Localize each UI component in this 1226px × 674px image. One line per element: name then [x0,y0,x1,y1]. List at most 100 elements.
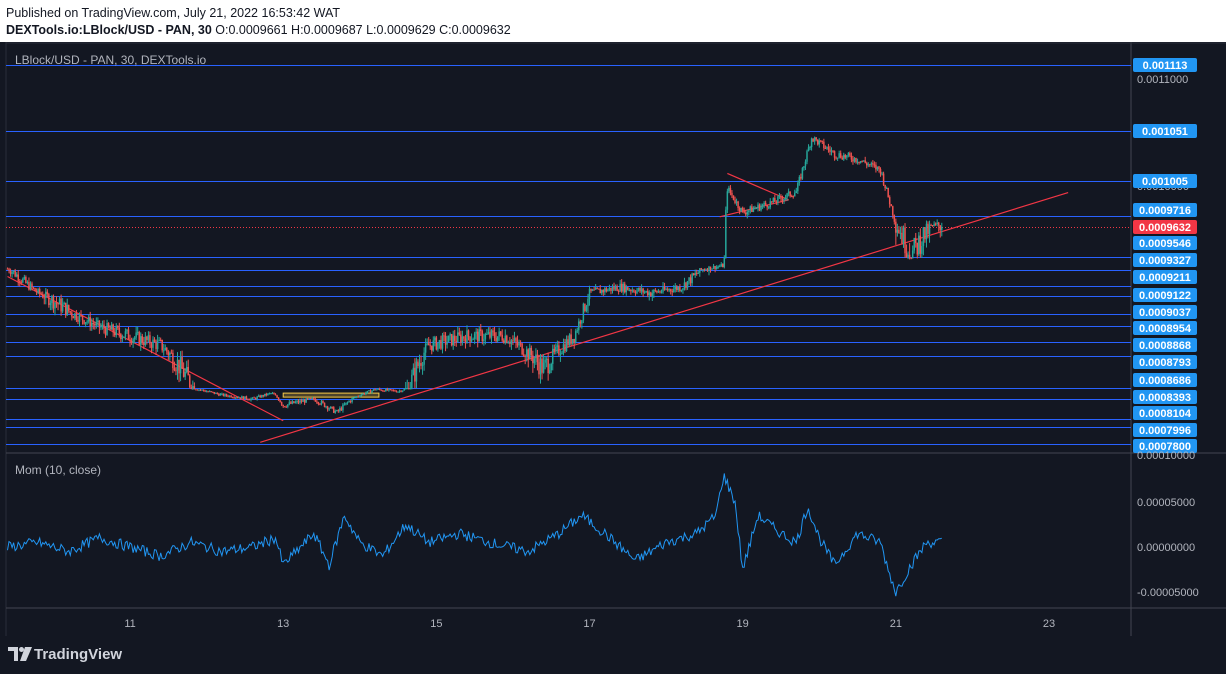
candle-body [141,336,144,343]
candle-body [12,270,15,272]
candle-body [807,147,810,152]
candle-body [930,224,932,226]
time-tick-label: 23 [1043,618,1055,630]
candle-body [925,223,928,240]
candle-body [720,264,722,267]
horizontal-levels [6,65,1131,445]
candle-body [654,289,657,291]
candle-body [666,289,669,291]
candle-body [544,359,546,363]
pane-title: LBlock/USD - PAN, 30, DEXTools.io [15,53,207,67]
candle-body [688,277,690,282]
candle-body [536,354,539,363]
candle-body [276,395,278,398]
candle-body [354,397,356,399]
candle-body [539,358,542,375]
candle-body [283,406,286,408]
candle-body [542,362,545,373]
candle-body [202,389,205,391]
price-tag-text: 0.0008686 [1139,375,1191,387]
candle-body [737,201,739,208]
candle-body [170,352,173,354]
candle-body [375,389,378,391]
candle-body [878,166,880,170]
candle-body [408,388,410,390]
candle-body [778,196,781,198]
candle-body [184,371,186,377]
candle-body [193,386,196,390]
candle-body [870,163,873,165]
price-tag-text: 0.001005 [1142,176,1188,188]
candle-body [132,339,134,344]
candle-body [683,282,686,289]
candle-body [677,286,680,290]
price-tag-text: 0.0008954 [1139,323,1192,335]
candle-body [764,202,767,205]
candle-body [806,151,808,162]
candle-body [336,410,338,412]
candle-body [198,389,200,391]
candle-body [630,289,632,292]
candle-body [574,331,577,343]
momentum-tick-label: -0.00005000 [1137,587,1199,599]
price-chart[interactable]: 0.00110000.00100000.0011130.0010510.0010… [0,42,1226,636]
candle-body [714,265,716,269]
candle-body [329,406,332,409]
price-level-tag: 0.0008104 [1133,406,1197,420]
candle-body [299,400,301,403]
price-tag-text: 0.0008393 [1139,392,1191,404]
candle-body [135,332,137,338]
candle-body [458,332,461,335]
price-tag-bg [1133,305,1197,319]
candle-body [786,193,788,198]
candle-body [763,202,765,205]
candle-body [162,350,165,352]
candle-body [457,332,459,342]
candle-body [233,397,235,399]
candle-body [640,288,643,292]
candle-body [686,281,689,288]
candle-body [221,393,223,395]
candle-body [236,397,238,399]
candle-body [302,399,304,402]
price-tag-bg [1133,253,1197,267]
chart-area[interactable]: 0.00110000.00100000.0011130.0010510.0010… [0,42,1226,636]
candle-body [247,398,249,400]
candle-body [314,398,317,402]
candle-body [570,334,572,344]
candle-body [78,314,81,322]
candle-body [486,333,488,335]
candle-body [830,150,833,152]
candle-body [489,332,491,338]
candle-body [394,390,396,392]
candle-body [310,398,312,400]
candle-body [470,339,473,342]
candle-body [518,343,520,346]
axis-labels: 0.00110000.00100000.0011130.0010510.0010… [124,58,1199,630]
candle-body [694,273,696,276]
candle-body [397,391,399,393]
candle-body [291,401,294,404]
candle-body [692,273,695,276]
candle-body [273,393,275,395]
candle-body [256,396,258,399]
candle-body [777,196,779,203]
candle-body [578,321,580,331]
candle-body [795,191,798,194]
candle-body [71,312,73,317]
candle-body [244,396,246,399]
candle-body [498,331,500,337]
candle-body [911,250,914,259]
candle-body [576,330,579,332]
candle-body [922,227,925,246]
candle-body [28,281,30,290]
candle-body [118,327,121,334]
candle-body [152,339,154,348]
trendline [260,191,1069,443]
candle-body [121,337,124,340]
candle-body [919,235,922,254]
price-tag-text: 0.0009546 [1139,238,1191,250]
candle-body [337,410,340,412]
candle-body [512,340,514,342]
price-tag-bg [1133,321,1197,335]
